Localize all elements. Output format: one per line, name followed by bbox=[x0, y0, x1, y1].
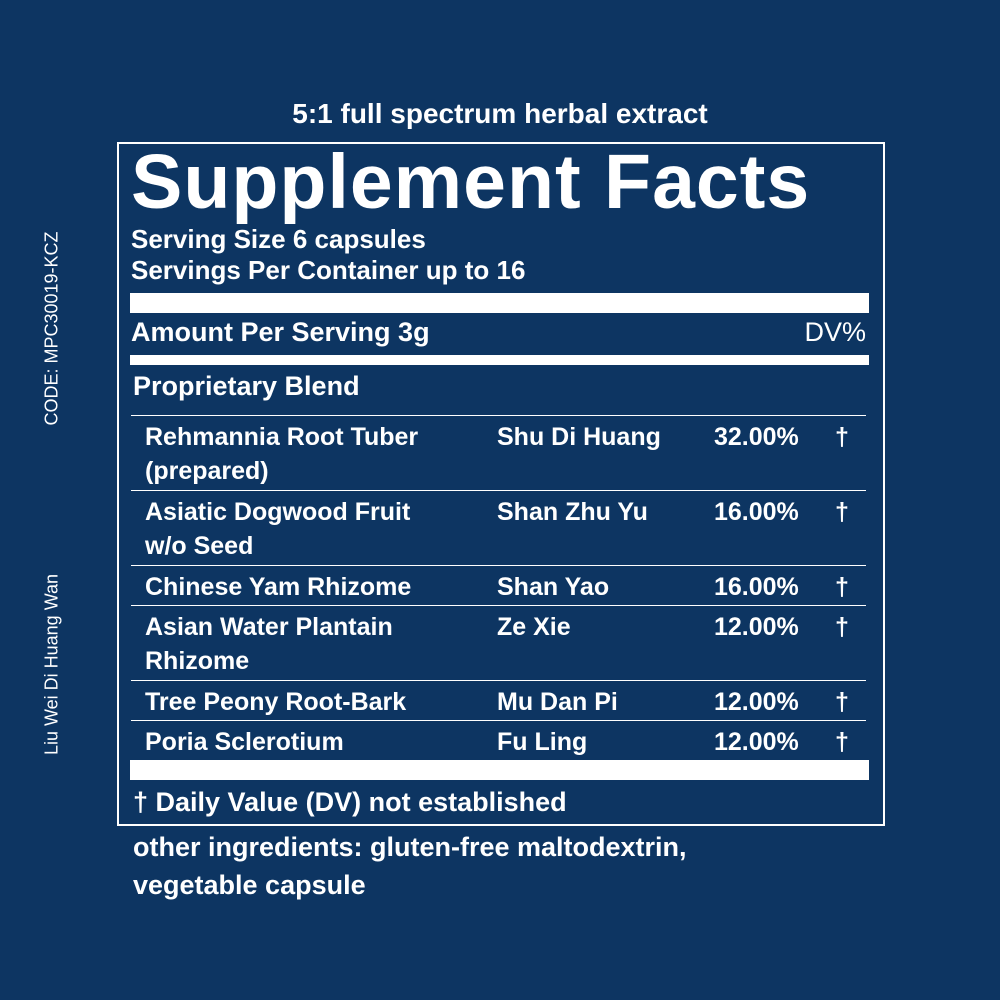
other-ingredients: other ingredients: gluten-free maltodext… bbox=[133, 832, 687, 863]
ingredient-name: Tree Peony Root-Bark bbox=[145, 685, 406, 719]
ingredient-name: Asiatic Dogwood Fruit bbox=[145, 495, 410, 529]
divider bbox=[130, 293, 869, 313]
ingredient-pinyin: Shan Yao bbox=[497, 570, 609, 604]
ingredient-pinyin: Mu Dan Pi bbox=[497, 685, 618, 719]
ingredient-percent: 12.00% bbox=[714, 725, 799, 759]
ingredient-name: Chinese Yam Rhizome bbox=[145, 570, 411, 604]
ingredient-row: Tree Peony Root-Bark Mu Dan Pi 12.00% † bbox=[131, 680, 866, 720]
ingredient-name: (prepared) bbox=[145, 454, 269, 488]
ingredient-name: w/o Seed bbox=[145, 529, 253, 563]
ingredient-name: Poria Sclerotium bbox=[145, 725, 344, 759]
divider bbox=[130, 355, 869, 365]
product-name: Liu Wei Di Huang Wan bbox=[42, 565, 63, 765]
other-ingredients: vegetable capsule bbox=[133, 870, 366, 901]
page: 5:1 full spectrum herbal extract Supplem… bbox=[0, 0, 1000, 1000]
ingredient-percent: 12.00% bbox=[714, 610, 799, 644]
footnote: † Daily Value (DV) not established bbox=[133, 787, 567, 818]
dv-mark: † bbox=[835, 420, 849, 454]
dv-mark: † bbox=[835, 495, 849, 529]
ingredient-name: Asian Water Plantain bbox=[145, 610, 393, 644]
ingredient-row: Asiatic Dogwood Fruitw/o Seed Shan Zhu Yu… bbox=[131, 490, 866, 565]
ingredient-percent: 32.00% bbox=[714, 420, 799, 454]
dv-header: DV% bbox=[804, 317, 866, 348]
ingredient-pinyin: Shan Zhu Yu bbox=[497, 495, 648, 529]
ingredient-name: Rhizome bbox=[145, 644, 249, 678]
dv-mark: † bbox=[835, 685, 849, 719]
ingredient-pinyin: Shu Di Huang bbox=[497, 420, 661, 454]
dv-mark: † bbox=[835, 610, 849, 644]
subtitle: 5:1 full spectrum herbal extract bbox=[0, 98, 1000, 130]
title: Supplement Facts bbox=[131, 138, 810, 227]
ingredient-name: Rehmannia Root Tuber bbox=[145, 420, 418, 454]
dv-mark: † bbox=[835, 570, 849, 604]
blend-title: Proprietary Blend bbox=[133, 371, 360, 402]
dv-mark: † bbox=[835, 725, 849, 759]
ingredient-row: Chinese Yam Rhizome Shan Yao 16.00% † bbox=[131, 565, 866, 605]
ingredient-row: Poria Sclerotium Fu Ling 12.00% † bbox=[131, 720, 866, 760]
divider bbox=[130, 760, 869, 780]
ingredient-pinyin: Fu Ling bbox=[497, 725, 587, 759]
servings-per-container: Servings Per Container up to 16 bbox=[131, 255, 525, 286]
ingredient-row: Asian Water PlantainRhizome Ze Xie 12.00% † bbox=[131, 605, 866, 680]
serving-size: Serving Size 6 capsules bbox=[131, 224, 426, 255]
ingredient-row: Rehmannia Root Tuber(prepared) Shu Di Hua… bbox=[131, 415, 866, 490]
ingredient-percent: 16.00% bbox=[714, 570, 799, 604]
product-code: CODE: MPC30019-KCZ bbox=[42, 229, 63, 429]
ingredient-percent: 12.00% bbox=[714, 685, 799, 719]
ingredient-percent: 16.00% bbox=[714, 495, 799, 529]
ingredient-pinyin: Ze Xie bbox=[497, 610, 571, 644]
amount-label: Amount Per Serving 3g bbox=[131, 317, 430, 348]
